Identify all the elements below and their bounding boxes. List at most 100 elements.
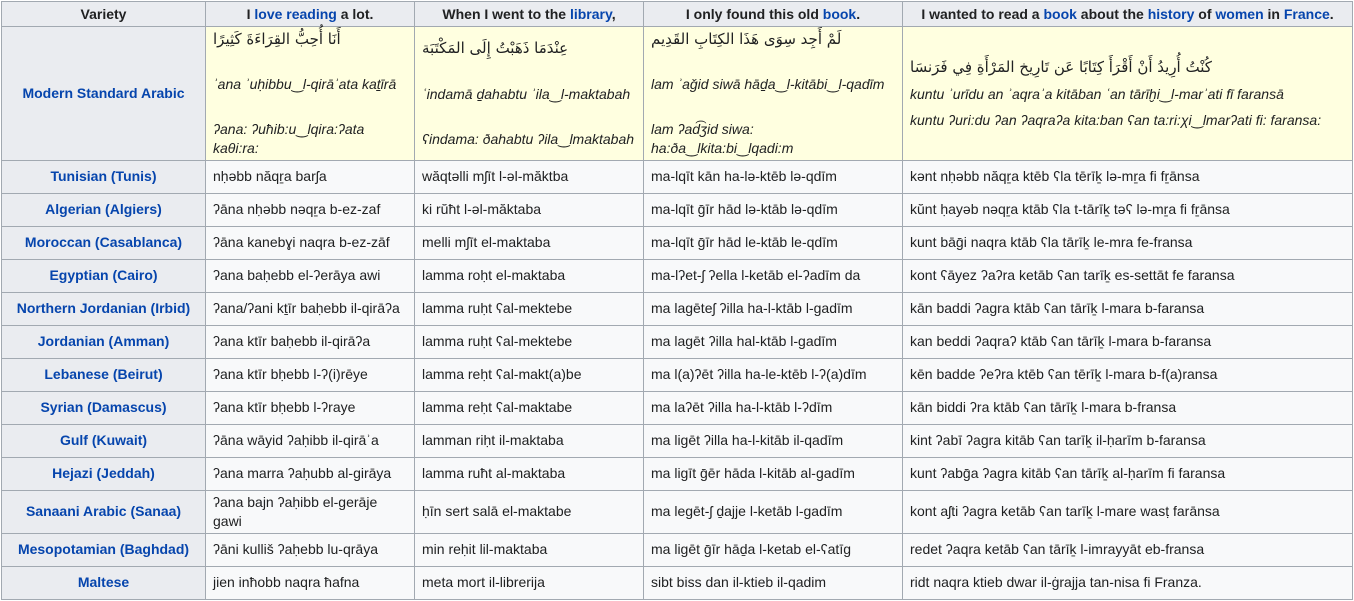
variety-link[interactable]: Egyptian (Cairo) <box>49 267 158 284</box>
table-row: Hejazi (Jeddah) ʔana marra ʔaḥubb al-gir… <box>1 456 1353 491</box>
msa-phrase-cell: كُنْتُ أُرِيدُ أَنْ أَقْرَأَ كِتَابًا عَ… <box>902 26 1353 161</box>
phrase-cell-old-book: ma legēt-ʃ ḏajje l-ketāb l-gadīm <box>643 489 903 534</box>
phrase-cell-old-book: ma l(a)ʔēt ʔilla ha-le-ktēb l-ʔ(a)dīm <box>643 357 903 392</box>
column-header-sentence-love-reading: I love reading a lot. <box>205 1 415 27</box>
phrase-cell-library: lamma reḥt ʕal-makt(a)be <box>414 357 644 392</box>
variety-link[interactable]: Mesopotamian (Baghdad) <box>17 541 190 558</box>
variety-cell: Sanaani Arabic (Sanaa) <box>1 489 206 534</box>
ipa-text: kuntu ʔuri:du ʔan ʔaqraʔa kita:ban ʕan t… <box>910 111 1322 128</box>
table-row: Gulf (Kuwait) ʔāna wāyid ʔaḥibb il-qirāʾ… <box>1 423 1353 458</box>
phrase-cell-love-reading: ʔāna nḥəbb nəqṟa b-ez-zaf <box>205 192 415 227</box>
variety-link-modern-standard-arabic[interactable]: Modern Standard Arabic <box>22 85 185 102</box>
variety-cell: Northern Jordanian (Irbid) <box>1 291 206 326</box>
phrase-cell-old-book: ma lagēteʃ ʔilla ha-l-ktāb l-gadīm <box>643 291 903 326</box>
phrase-cell-library: lamma ruħt al-maktaba <box>414 456 644 491</box>
header-text: . <box>1329 5 1334 22</box>
phrase-cell-love-reading: nḥəbb năqṟa barʃa <box>205 159 415 194</box>
phrase-cell-love-reading: ʔana baḥebb el-ʔerāya awi <box>205 258 415 293</box>
phrase-cell-love-reading: ʔāni kulliš ʔaḥebb lu-qrāya <box>205 532 415 567</box>
table-row: Syrian (Damascus) ʔana ktīr bḥebb l-ʔray… <box>1 390 1353 425</box>
transliteration-text: lam ʾaǧid siwā hāḏa‿l-kitābi‿l-qadīm <box>651 76 885 93</box>
variety-link[interactable]: Hejazi (Jeddah) <box>52 465 155 482</box>
phrase-cell-history-women-france: kunt bāḡi naqra ktāb ʕla tārīḵ le-mra fe… <box>902 225 1353 260</box>
phrase-cell-library: min reḥit lil-maktaba <box>414 532 644 567</box>
variety-link[interactable]: Syrian (Damascus) <box>40 399 167 416</box>
phrase-cell-history-women-france: kŭnt ḥayəb nəqṟa ktāb ʕla t-tārīḵ təʕ lə… <box>902 192 1353 227</box>
variety-cell: Egyptian (Cairo) <box>1 258 206 293</box>
variety-cell: Gulf (Kuwait) <box>1 423 206 458</box>
phrase-cell-love-reading: ʔana bajn ʔaḥibb el-gerāje gawi <box>205 489 415 534</box>
phrase-cell-library: melli mʃīt el-maktaba <box>414 225 644 260</box>
table-row: Moroccan (Casablanca) ʔāna kanebɣi naqra… <box>1 225 1353 260</box>
ipa-text: lam ʔad͡ʒid siwa: ha:ða‿lkita:bi‿lqadi:m <box>651 121 794 157</box>
variety-cell: Syrian (Damascus) <box>1 390 206 425</box>
header-text: of <box>1194 5 1216 22</box>
phrase-cell-old-book: ma lagēt ʔilla hal-ktāb l-gadīm <box>643 324 903 359</box>
header-link-women[interactable]: women <box>1215 5 1264 22</box>
header-text: When I went to the <box>442 5 570 22</box>
phrase-cell-history-women-france: kənt nḥəbb năqṟa ktēb ʕla tērīḵ lə-mṟa f… <box>902 159 1353 194</box>
variety-link[interactable]: Moroccan (Casablanca) <box>24 234 183 251</box>
table-row: Lebanese (Beirut) ʔana ktīr bḥebb l-ʔ(i)… <box>1 357 1353 392</box>
header-text: in <box>1263 5 1284 22</box>
variety-link[interactable]: Sanaani Arabic (Sanaa) <box>25 503 182 520</box>
header-text: I only found this old <box>685 5 823 22</box>
column-header-sentence-library: When I went to the library, <box>414 1 644 27</box>
header-link-library[interactable]: library <box>569 5 612 22</box>
header-link-book[interactable]: book <box>1043 5 1077 22</box>
ipa-text: ʕindama: ðahabtu ʔila‿lmaktabah <box>422 130 635 147</box>
header-text: about the <box>1076 5 1148 22</box>
header-text: I <box>246 5 255 22</box>
header-link-book[interactable]: book <box>822 5 857 22</box>
phrase-cell-library: lamma ruḥt ʕal-mektebe <box>414 324 644 359</box>
phrase-cell-history-women-france: redet ʔaqra ketāb ʕan tārīḵ l-imrayyāt e… <box>902 532 1353 567</box>
variety-cell: Mesopotamian (Baghdad) <box>1 532 206 567</box>
arabic-script-text: لَمْ أَجِد سِوَى هَذَا الكِتَابِ القَدِي… <box>651 30 842 48</box>
variety-link[interactable]: Tunisian (Tunis) <box>50 168 157 185</box>
arabic-script-text: أَنَا أُحِبُّ القِرَاءَةَ كَثِيرًا <box>213 30 341 48</box>
variety-link[interactable]: Maltese <box>77 574 130 591</box>
variety-cell: Modern Standard Arabic <box>1 26 206 161</box>
phrase-cell-love-reading: ʔana ktīr bḥebb l-ʔ(i)rēye <box>205 357 415 392</box>
column-header-sentence-old-book: I only found this old book. <box>643 1 903 27</box>
phrase-cell-old-book: ma-lqīt kān ha-lə-ktēb lə-qdīm <box>643 159 903 194</box>
msa-phrase-cell: عِنْدَمَا ذَهَبْتُ إِلَى المَكْتَبَة ʿin… <box>414 26 644 161</box>
phrase-cell-love-reading: ʔana ktīr bḥebb l-ʔraye <box>205 390 415 425</box>
variety-link[interactable]: Lebanese (Beirut) <box>44 366 163 383</box>
header-link-history[interactable]: history <box>1147 5 1195 22</box>
phrase-cell-library: ḥīn sert salā el-maktabe <box>414 489 644 534</box>
phrase-cell-history-women-france: ridt naqra ktieb dwar il-ġrajja tan-nisa… <box>902 565 1353 600</box>
phrase-cell-old-book: ma ligēt ʔilla ha-l-kitāb il-qadīm <box>643 423 903 458</box>
ipa-text: ʔana: ʔuħib:u‿lqira:ʔata kaθi:ra: <box>213 121 365 157</box>
variety-cell: Maltese <box>1 565 206 600</box>
phrase-cell-library: lamma roḥt el-maktaba <box>414 258 644 293</box>
row-modern-standard-arabic: Modern Standard Arabic أَنَا أُحِبُّ الق… <box>1 26 1353 161</box>
phrase-cell-library: meta mort il-librerija <box>414 565 644 600</box>
phrase-cell-old-book: ma-lqīt ḡīr hād le-ktāb le-qdīm <box>643 225 903 260</box>
phrase-cell-history-women-france: kont aʃti ʔagra ketāb ʕan tarīḵ l-mare w… <box>902 489 1353 534</box>
phrase-cell-old-book: ma laʔēt ʔilla ha-l-ktāb l-ʔdīm <box>643 390 903 425</box>
transliteration-text: ʿindamā ḏahabtu ʾila‿l-maktabah <box>422 85 631 102</box>
phrase-cell-love-reading: ʔana/ʔani kṯīr baḥebb il-qirāʔa <box>205 291 415 326</box>
table-row: Northern Jordanian (Irbid) ʔana/ʔani kṯī… <box>1 291 1353 326</box>
variety-link[interactable]: Jordanian (Amman) <box>37 333 170 350</box>
header-text: I wanted to read a <box>921 5 1044 22</box>
header-link-france[interactable]: France <box>1283 5 1330 22</box>
phrase-cell-library: lamma reḥt ʕal-maktabe <box>414 390 644 425</box>
phrase-cell-love-reading: ʔāna wāyid ʔaḥibb il-qirāʾa <box>205 423 415 458</box>
table-row: Sanaani Arabic (Sanaa) ʔana bajn ʔaḥibb … <box>1 489 1353 534</box>
variety-link[interactable]: Northern Jordanian (Irbid) <box>16 300 191 317</box>
transliteration-text: ʾana ʾuḥibbu‿l-qirāʾata kaṯīrā <box>213 76 397 93</box>
table-row: Egyptian (Cairo) ʔana baḥebb el-ʔerāya a… <box>1 258 1353 293</box>
variety-cell: Lebanese (Beirut) <box>1 357 206 392</box>
variety-link[interactable]: Algerian (Algiers) <box>45 201 162 218</box>
phrase-cell-love-reading: jien inħobb naqra ħafna <box>205 565 415 600</box>
phrase-cell-library: ki rŭħt l-əl-măktaba <box>414 192 644 227</box>
variety-link[interactable]: Gulf (Kuwait) <box>59 432 148 449</box>
table-row: Algerian (Algiers) ʔāna nḥəbb nəqṟa b-ez… <box>1 192 1353 227</box>
msa-phrase-cell: لَمْ أَجِد سِوَى هَذَا الكِتَابِ القَدِي… <box>643 26 903 161</box>
phrase-cell-history-women-france: kunt ʔabḡa ʔagra kitāb ʕan tārīḵ al-ḥarī… <box>902 456 1353 491</box>
header-link-love-reading[interactable]: love reading <box>254 5 337 22</box>
arabic-script-text: عِنْدَمَا ذَهَبْتُ إِلَى المَكْتَبَة <box>422 39 569 58</box>
